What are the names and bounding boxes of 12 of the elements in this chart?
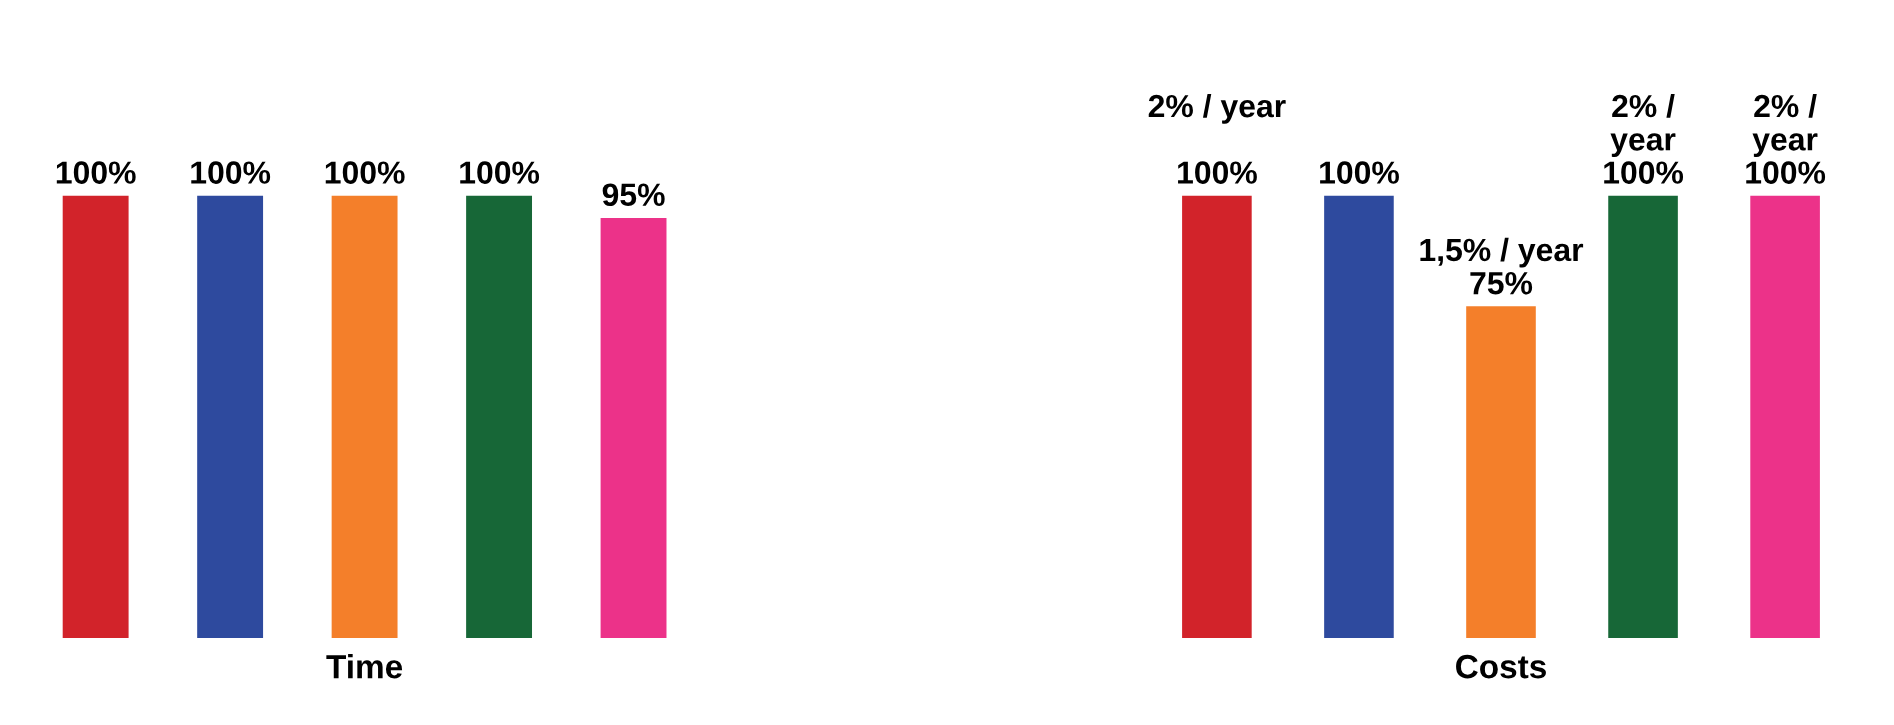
- data-label: 1,5% / year 75%: [1420, 237, 1584, 295]
- data-label: 95%: [602, 183, 665, 207]
- data-label: 100%: [325, 161, 405, 184]
- data-label: 100%: [191, 161, 271, 184]
- data-label: 2% / year 100%: [1746, 93, 1826, 184]
- data-label: 2% / year 100%: [1604, 93, 1684, 184]
- x-axis-title: Costs: [1456, 654, 1546, 679]
- data-label: 100%: [460, 161, 540, 184]
- data-label: 100%: [1320, 161, 1399, 184]
- x-axis-title: Time: [326, 653, 403, 679]
- data-label: 2% / year 100%: [1148, 93, 1286, 184]
- data-label: 100%: [56, 161, 136, 184]
